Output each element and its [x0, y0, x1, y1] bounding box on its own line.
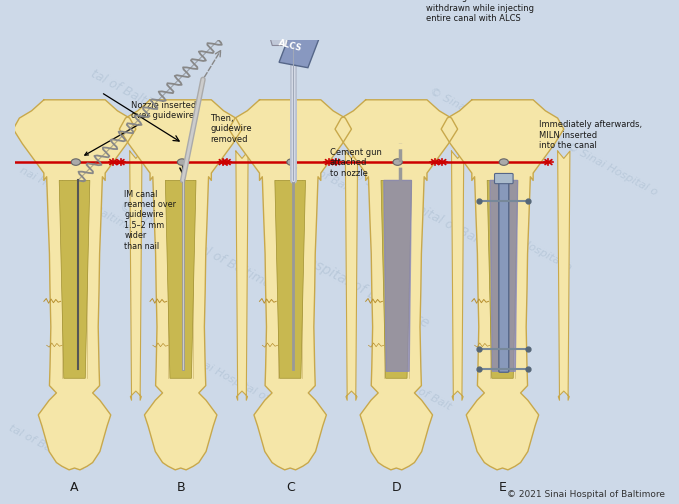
Text: Sinai Hospital o: Sinai Hospital o	[492, 223, 573, 273]
FancyBboxPatch shape	[499, 182, 509, 372]
Text: Nozzle inserted
over guidewire: Nozzle inserted over guidewire	[85, 101, 196, 155]
Polygon shape	[275, 180, 306, 379]
Text: tal of Baltimore: tal of Baltimore	[88, 67, 180, 123]
Text: Cement gun and nozzle
withdrawn while injecting
entire canal with ALCS: Cement gun and nozzle withdrawn while in…	[426, 0, 534, 23]
Text: © Sinai Hospit: © Sinai Hospit	[428, 86, 504, 133]
Polygon shape	[346, 151, 358, 400]
Polygon shape	[557, 151, 570, 400]
Text: D: D	[392, 481, 401, 493]
Text: Hospital of Balt: Hospital of Balt	[274, 145, 353, 194]
Text: Immediately afterwards,
MILN inserted
into the canal: Immediately afterwards, MILN inserted in…	[539, 120, 642, 150]
Polygon shape	[487, 180, 518, 379]
Text: C: C	[286, 481, 295, 493]
Polygon shape	[384, 180, 411, 371]
Text: © Sinai Hospital of Baltimore: © Sinai Hospital of Baltimore	[173, 345, 321, 430]
Polygon shape	[166, 180, 196, 379]
FancyBboxPatch shape	[494, 173, 513, 183]
Text: B: B	[177, 481, 185, 493]
Text: © 2021 Sinai Hospital of Baltimore: © 2021 Sinai Hospital of Baltimore	[507, 490, 665, 498]
Polygon shape	[59, 180, 90, 379]
Circle shape	[393, 159, 402, 165]
Polygon shape	[229, 100, 352, 470]
Polygon shape	[236, 151, 248, 400]
Text: A: A	[70, 481, 79, 493]
Text: ALCS: ALCS	[278, 38, 303, 53]
Polygon shape	[267, 27, 291, 45]
Text: E: E	[498, 481, 507, 493]
Circle shape	[177, 159, 187, 165]
Text: Then,
guidewire
removed: Then, guidewire removed	[210, 114, 252, 144]
Polygon shape	[120, 100, 242, 470]
Polygon shape	[335, 100, 458, 470]
Text: © Sinai Hospital of Baltimore: © Sinai Hospital of Baltimore	[117, 200, 285, 297]
Text: Hospital of Balt: Hospital of Balt	[373, 363, 453, 412]
Text: © Sinai Hospital of Baltimore: © Sinai Hospital of Baltimore	[349, 167, 517, 264]
Text: Sinai Hospital of Baltimore: Sinai Hospital of Baltimore	[262, 231, 431, 330]
Polygon shape	[130, 151, 142, 400]
Text: nai Hospital of Baltimore: nai Hospital of Baltimore	[18, 165, 145, 238]
Polygon shape	[441, 100, 564, 470]
Text: Cement gun
attached
to nozzle: Cement gun attached to nozzle	[330, 148, 382, 178]
Circle shape	[287, 159, 296, 165]
Circle shape	[499, 159, 509, 165]
Polygon shape	[279, 24, 323, 68]
Polygon shape	[381, 180, 411, 379]
Text: tal of Baltimore: tal of Baltimore	[7, 423, 88, 472]
Polygon shape	[452, 151, 464, 400]
Text: IM canal
reamed over
guidewire
1.5–2 mm
wider
than nail: IM canal reamed over guidewire 1.5–2 mm …	[124, 190, 177, 250]
Polygon shape	[13, 100, 136, 470]
Text: © Sinai Hospital o: © Sinai Hospital o	[565, 141, 659, 198]
Circle shape	[71, 159, 81, 165]
Polygon shape	[490, 180, 517, 371]
